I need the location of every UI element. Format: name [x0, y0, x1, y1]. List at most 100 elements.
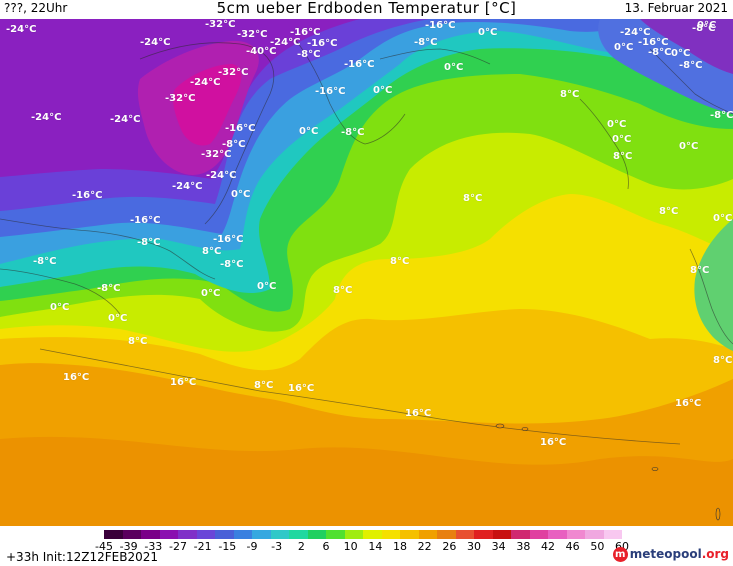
- colorbar-tick: 46: [565, 540, 580, 553]
- temperature-label: -24°C: [270, 37, 301, 48]
- temperature-label: -16°C: [638, 37, 669, 48]
- colorbar-swatch: [492, 530, 511, 539]
- temperature-label: -16°C: [290, 27, 321, 38]
- colorbar-tick: -27: [169, 540, 187, 553]
- temperature-label: 8°C: [659, 206, 679, 217]
- colorbar-tick: 6: [322, 540, 330, 553]
- colorbar-tick: 14: [368, 540, 383, 553]
- brand-text: meteopool.org: [630, 547, 729, 561]
- date-label: 13. Februar 2021: [624, 1, 728, 15]
- islands: [495, 423, 721, 521]
- temperature-label: 0°C: [108, 313, 128, 324]
- temperature-label: 0°C: [299, 126, 319, 137]
- colorbar-swatch: [437, 530, 456, 539]
- temperature-label: -16°C: [130, 215, 161, 226]
- temperature-label: 8°C: [463, 193, 483, 204]
- colorbar-tick: -21: [193, 540, 212, 553]
- temperature-field: [0, 19, 733, 526]
- temperature-label: 16°C: [540, 437, 567, 448]
- temperature-label: 16°C: [63, 372, 90, 383]
- colorbar-swatch: [585, 530, 604, 539]
- temperature-label: -8°C: [297, 49, 321, 60]
- temperature-label: -24°C: [110, 114, 141, 125]
- colorbar-tick: 26: [442, 540, 457, 553]
- colorbar-ticks: -45 -39 -33 -27 -21 -15 -9 -3 2 6 10 14 18 22 26 30 34 38…: [95, 540, 629, 554]
- temperature-label: 0°C: [713, 213, 733, 224]
- temperature-label: -24°C: [172, 181, 203, 192]
- colorbar-tick: -45: [95, 540, 113, 553]
- temperature-label: 8°C: [333, 285, 353, 296]
- temperature-label: -16°C: [225, 123, 256, 134]
- coastlines: [0, 38, 733, 445]
- colorbar-swatch: [289, 530, 308, 539]
- temperature-label: 8°C: [690, 265, 710, 276]
- zone-minus-40: [172, 64, 242, 146]
- colorbar-swatch: [215, 530, 234, 539]
- temperature-label: -32°C: [205, 19, 236, 30]
- colorbar-swatch: [548, 530, 567, 539]
- temperature-label: 0°C: [444, 62, 464, 73]
- brand-logo[interactable]: m meteopool.org: [612, 545, 729, 563]
- temperature-label: 0°C: [679, 141, 699, 152]
- temperature-label: 0°C: [373, 85, 393, 96]
- temperature-label: -8°C: [679, 60, 703, 71]
- footer: -45 -39 -33 -27 -21 -15 -9 -3 2 6 10 14 18 22 26 30 34 38…: [0, 526, 733, 566]
- temperature-label: -16°C: [307, 38, 338, 49]
- colorbar-tick: 22: [417, 540, 432, 553]
- temperature-label: -8°C: [648, 47, 672, 58]
- temperature-label: 16°C: [288, 383, 315, 394]
- colorbar-swatch: [270, 530, 289, 539]
- temperature-label: 0°C: [231, 189, 251, 200]
- temperature-label: -8°C: [33, 256, 57, 267]
- brand-tld: .org: [701, 547, 729, 561]
- colorbar-swatch: [381, 530, 400, 539]
- temperature-label: -32°C: [237, 29, 268, 40]
- temperature-label: -24°C: [190, 77, 221, 88]
- temperature-label: -8°C: [692, 23, 716, 34]
- temperature-label: -32°C: [218, 67, 249, 78]
- temperature-label: -8°C: [220, 259, 244, 270]
- colorbar-swatch: [122, 530, 141, 539]
- colorbar: [104, 530, 622, 539]
- temperature-label: 16°C: [675, 398, 702, 409]
- meteopool-icon: m: [612, 546, 628, 562]
- zone-ne-colder: [640, 19, 733, 74]
- colorbar-swatch: [307, 530, 326, 539]
- colorbar-swatch: [529, 530, 548, 539]
- temperature-label: -32°C: [201, 149, 232, 160]
- colorbar-swatch: [252, 530, 271, 539]
- colorbar-tick: -33: [144, 540, 163, 553]
- temperature-label: -8°C: [341, 127, 365, 138]
- temperature-label: -8°C: [137, 237, 161, 248]
- temperature-label: -24°C: [620, 27, 651, 38]
- temperature-label: 8°C: [128, 336, 148, 347]
- temperature-label: -8°C: [222, 139, 246, 150]
- temperature-map: -24°C -32°C -16°C -8°C 0°C -24°C -32°C -16°C 0°C…: [0, 19, 733, 526]
- temperature-label: 8°C: [613, 151, 633, 162]
- temperature-label: 16°C: [405, 408, 432, 419]
- colorbar-tick: 38: [516, 540, 531, 553]
- temperature-label: -16°C: [213, 234, 244, 245]
- colorbar-tick: 30: [467, 540, 481, 553]
- colorbar-tick: 2: [297, 540, 305, 553]
- temperature-label: -24°C: [6, 24, 37, 35]
- temperature-label: -16°C: [315, 86, 346, 97]
- colorbar-tick: 50: [590, 540, 605, 553]
- temperature-label: 8°C: [713, 355, 733, 366]
- temperature-label: -16°C: [72, 190, 103, 201]
- colorbar-swatch: [233, 530, 252, 539]
- temperature-label: -16°C: [425, 20, 456, 31]
- temperature-label: -40°C: [246, 46, 277, 57]
- temperature-label: 0°C: [614, 42, 634, 53]
- colorbar-tick: -15: [218, 540, 237, 553]
- colorbar-swatch: [400, 530, 419, 539]
- zone-east-land: [694, 219, 733, 351]
- temperature-label: 0°C: [671, 48, 691, 59]
- temperature-label: 0°C: [607, 119, 627, 130]
- colorbar-swatch: [603, 530, 622, 539]
- colorbar-tick: -39: [119, 540, 138, 553]
- temperature-label: 0°C: [50, 302, 70, 313]
- valid-time-label: ???, 22Uhr: [4, 1, 68, 15]
- temperature-label: 0°C: [612, 134, 632, 145]
- brand-name: meteopool: [629, 547, 702, 561]
